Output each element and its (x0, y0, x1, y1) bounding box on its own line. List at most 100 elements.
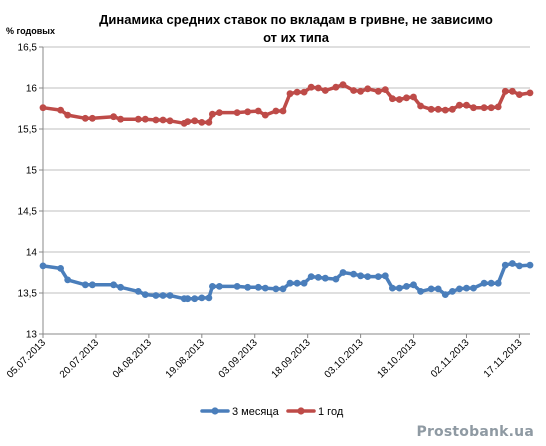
legend-marker (297, 407, 305, 415)
y-axis-label: % годовых (6, 26, 55, 36)
data-point (456, 101, 463, 109)
y-tick-label: 13,5 (18, 289, 38, 300)
y-tick-label: 13 (26, 330, 38, 341)
data-point (205, 294, 213, 302)
data-point (357, 87, 364, 95)
data-point (141, 115, 149, 123)
legend-item-1: 3 месяца (200, 406, 280, 418)
data-point (134, 115, 142, 123)
x-tick-label: 02.11.2013 (429, 337, 472, 380)
data-point (403, 283, 410, 290)
data-point (81, 281, 89, 289)
data-point (494, 103, 502, 111)
data-point (39, 262, 47, 270)
data-point (198, 119, 206, 126)
data-point (332, 275, 340, 283)
data-point (209, 283, 216, 290)
data-point (470, 284, 477, 292)
data-point (117, 115, 124, 123)
data-point (410, 93, 417, 101)
data-point (244, 108, 252, 116)
data-point (272, 285, 280, 293)
data-point (244, 283, 252, 291)
data-point (152, 292, 160, 299)
data-point (191, 295, 199, 303)
data-point (434, 105, 442, 113)
data-point (89, 281, 96, 289)
gridlines (43, 46, 530, 294)
x-tick-label: 05.07.2013 (5, 337, 48, 380)
data-point (427, 105, 435, 113)
data-point (81, 114, 89, 122)
data-point (141, 291, 149, 298)
data-point (364, 85, 372, 93)
data-point (300, 88, 308, 96)
legend-item-2: 1 год (286, 406, 344, 418)
data-point (64, 276, 72, 284)
data-point (463, 284, 470, 292)
x-tick-label: 04.08.2013 (111, 337, 154, 380)
x-tick-label: 17.11.2013 (482, 337, 525, 380)
data-point (159, 292, 167, 299)
data-point (314, 274, 322, 281)
data-point (441, 106, 449, 114)
data-point (516, 91, 523, 98)
data-point (134, 288, 142, 295)
data-point (261, 111, 269, 119)
data-point (198, 294, 206, 302)
data-point (233, 109, 241, 116)
series-group (39, 81, 534, 303)
data-point (509, 87, 516, 95)
data-point (293, 279, 301, 287)
data-point (364, 273, 372, 280)
data-point (434, 285, 442, 293)
x-tick-label: 18.10.2013 (375, 337, 418, 380)
data-point (89, 114, 96, 122)
data-point (39, 104, 47, 112)
data-point (487, 104, 495, 112)
data-point (480, 104, 488, 112)
legend-label: 1 год (318, 406, 344, 418)
data-point (286, 279, 294, 287)
chart-title-line-1: Динамика средних ставок по вкладам в гри… (99, 12, 493, 27)
data-point (233, 283, 241, 290)
data-point (463, 101, 470, 109)
data-point (427, 285, 435, 293)
data-point (374, 87, 382, 95)
series-1 (39, 260, 534, 303)
data-point (261, 284, 269, 292)
data-point (205, 119, 213, 126)
chart-title-line-2: от их типа (263, 30, 330, 45)
data-point (501, 87, 509, 95)
data-point (417, 288, 424, 295)
data-point (307, 83, 315, 91)
data-point (152, 116, 160, 124)
data-point (314, 84, 322, 92)
y-tick-label: 16 (26, 84, 38, 95)
data-point (209, 110, 216, 118)
data-point (166, 292, 174, 299)
x-tick-label: 03.09.2013 (217, 337, 260, 380)
data-point (350, 270, 357, 278)
data-point (526, 261, 534, 269)
data-point (509, 260, 516, 267)
data-point (321, 274, 329, 282)
data-point (350, 87, 357, 94)
data-point (516, 262, 523, 270)
data-point (279, 107, 287, 115)
data-point (381, 86, 389, 93)
data-point (286, 90, 294, 98)
data-point (57, 106, 64, 114)
data-point (417, 102, 424, 110)
data-point (441, 291, 449, 298)
legend: 3 месяца 1 год (200, 406, 344, 418)
data-point (191, 117, 199, 125)
data-point (526, 89, 534, 97)
data-point (166, 117, 174, 125)
x-tick-label: 19.08.2013 (164, 337, 207, 380)
y-tick-label: 15,5 (18, 125, 38, 136)
data-point (403, 94, 410, 102)
x-tick-label: 03.10.2013 (323, 337, 366, 380)
data-point (389, 95, 396, 103)
legend-label: 3 месяца (232, 406, 280, 418)
